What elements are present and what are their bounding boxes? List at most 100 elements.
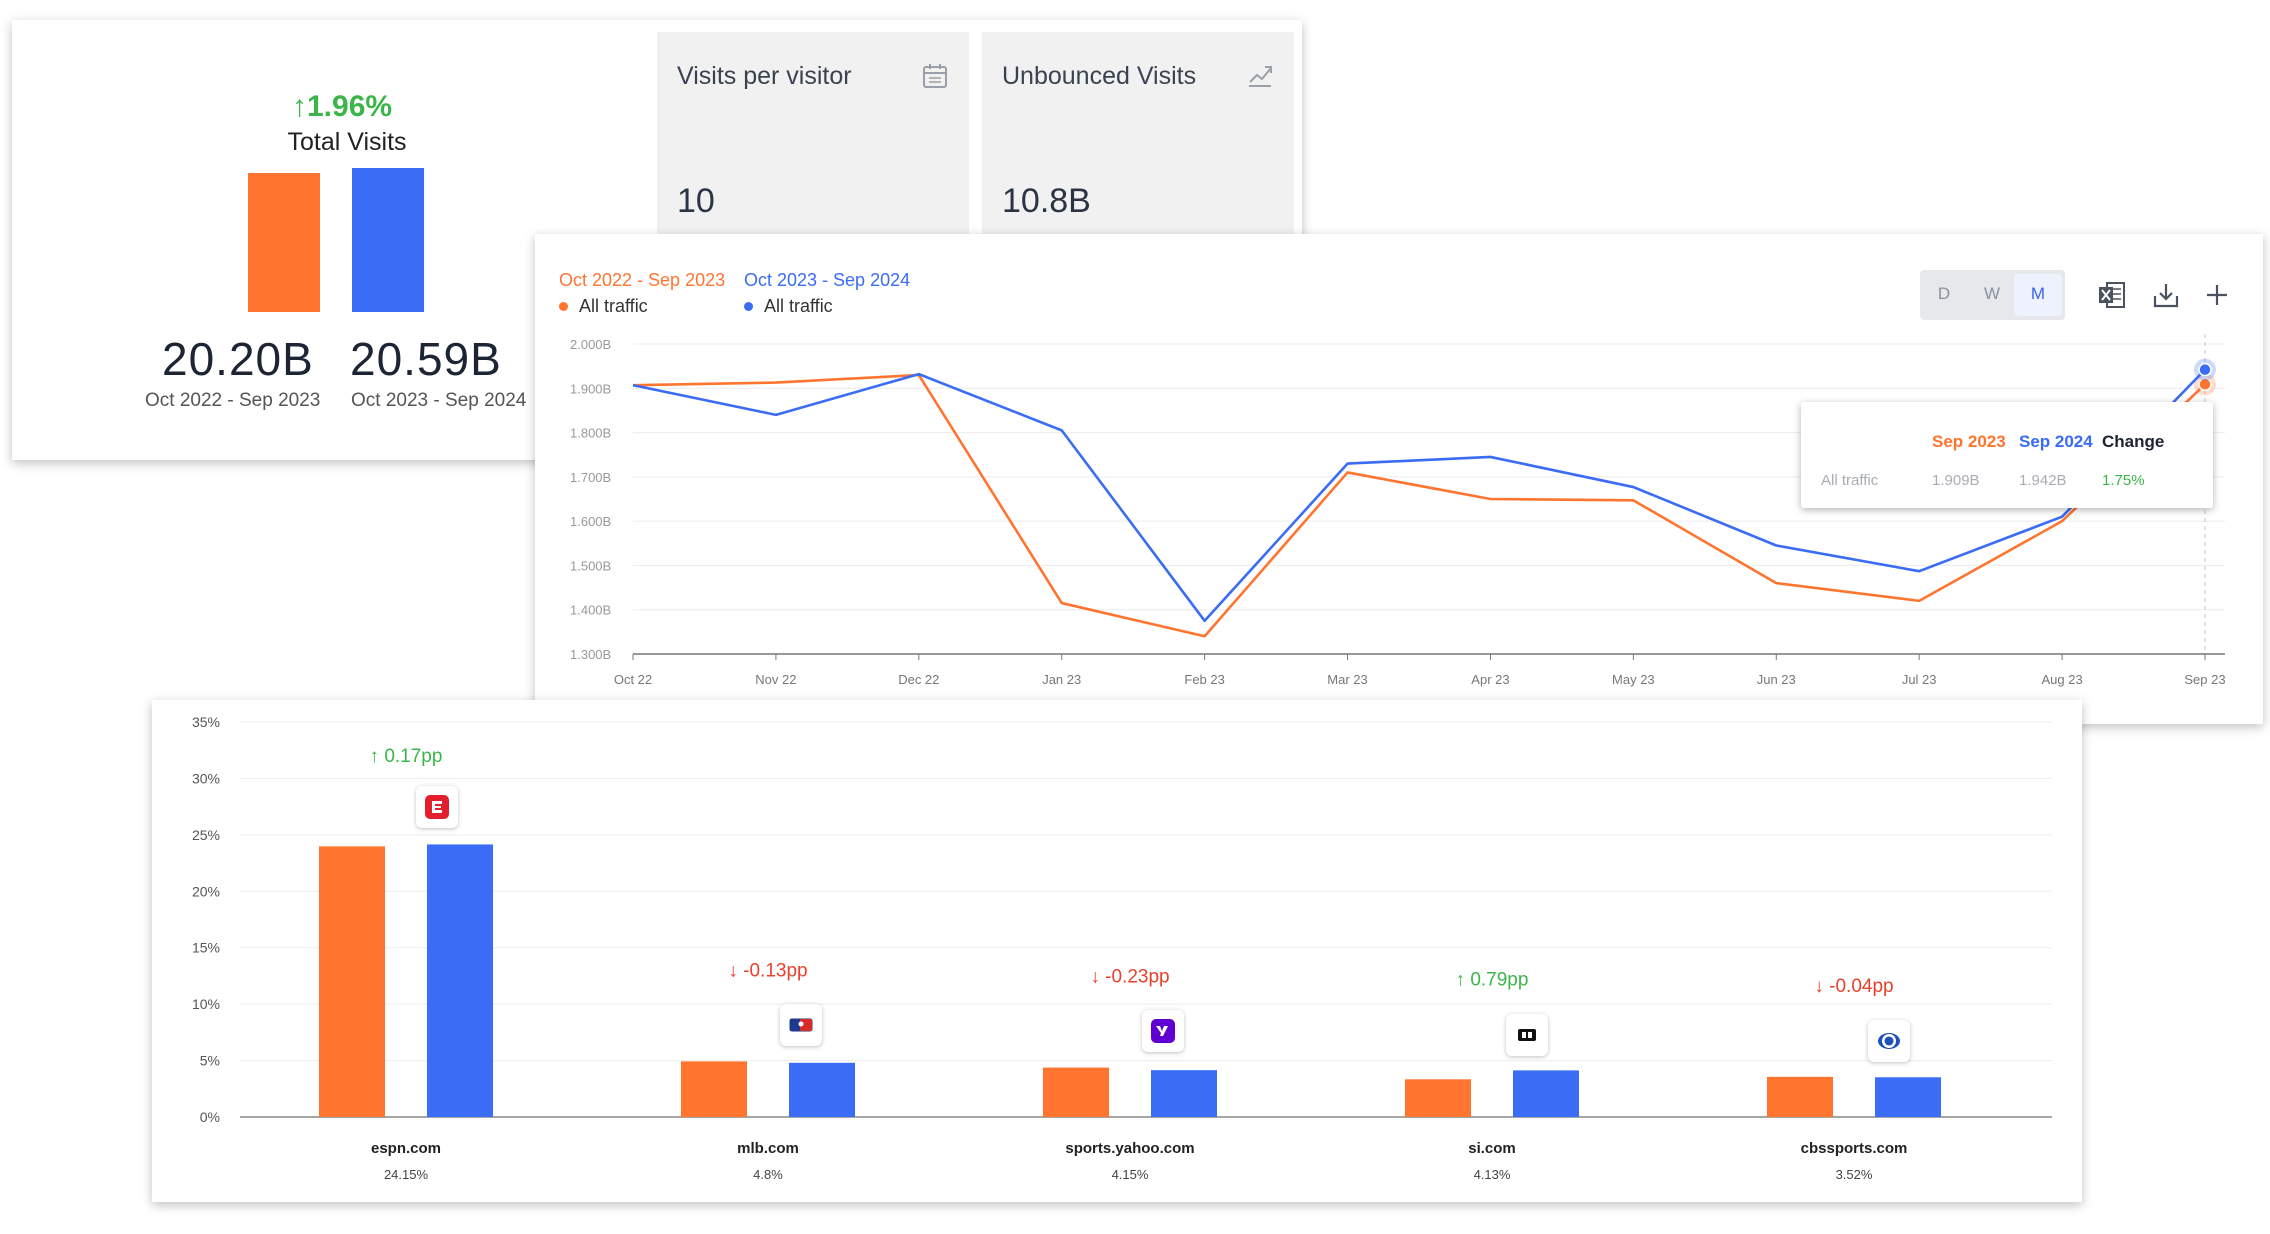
legend-period-a: Oct 2022 - Sep 2023 [559,270,726,290]
y-tick-label: 1.800B [570,426,611,441]
site-name-label: espn.com [371,1140,441,1157]
x-tick-label: Nov 22 [755,672,796,687]
y-tick-label: 5% [200,1053,220,1069]
yahoo-icon [1142,1010,1184,1052]
tooltip-header-a: Sep 2023 [1932,432,2006,451]
x-tick-label: Feb 23 [1184,672,1224,687]
share-bar[interactable] [1875,1077,1941,1117]
unbounced-visits-title: Unbounced Visits [1002,62,1197,90]
cbs-icon [1868,1020,1910,1062]
site-share-label: 4.13% [1474,1167,1511,1182]
total-visits-change: ↑1.96% [292,90,393,123]
legend-period-b: Oct 2023 - Sep 2024 [744,270,911,290]
y-tick-label: 35% [192,714,220,730]
y-tick-label: 10% [192,996,220,1012]
x-tick-label: Mar 23 [1327,672,1367,687]
share-bar[interactable] [319,846,385,1117]
visits-per-visitor-title: Visits per visitor [677,62,852,90]
site-name-label: sports.yahoo.com [1065,1140,1194,1157]
granularity-toggle: D W M [1920,270,2065,320]
total-visits-bar-b [352,168,424,312]
total-visits-value-b: 20.59B [350,333,502,385]
x-tick-label: May 23 [1612,672,1655,687]
site-change-label: ↓ -0.04pp [1814,976,1893,997]
trend-up-icon [1249,66,1272,87]
visits-per-visitor-value: 10 [677,182,715,220]
mlb-icon [780,1004,822,1046]
granularity-d-button[interactable]: D [1937,284,1951,303]
share-bar[interactable] [789,1062,855,1117]
total-visits-change-value: 1.96% [307,90,393,123]
share-bar[interactable] [427,844,493,1117]
download-icon[interactable] [2151,280,2181,310]
series-line-1 [632,368,2206,623]
total-visits-title: Total Visits [287,128,407,156]
site-share-label: 24.15% [384,1167,429,1182]
y-tick-label: 2.000B [570,337,611,352]
site-share-label: 3.52% [1836,1167,1873,1182]
line-chart-tooltip: Sep 2023 Sep 2024 Change All traffic 1.9… [1801,402,2213,508]
site-name-label: mlb.com [737,1140,799,1157]
y-tick-label: 1.500B [570,558,611,573]
hover-point[interactable] [2198,377,2212,392]
legend-dot-a [559,302,568,311]
x-tick-label: Sep 23 [2184,672,2225,687]
x-tick-label: Jul 23 [1902,672,1937,687]
excel-export-icon[interactable] [2097,280,2127,310]
y-tick-label: 20% [192,883,220,899]
traffic-line-chart-card: Oct 2022 - Sep 2023 Oct 2023 - Sep 2024 … [535,234,2263,724]
series-line-0 [632,373,2206,638]
hover-point[interactable] [2198,362,2212,377]
site-share-label: 4.15% [1112,1167,1149,1182]
calendar-icon [923,64,947,88]
tooltip-value-a: 1.909B [1932,472,1980,489]
y-tick-label: 25% [192,827,220,843]
tooltip-header-change: Change [2102,432,2165,451]
total-visits-value-a: 20.20B [162,333,314,385]
total-visits-period-a: Oct 2022 - Sep 2023 [145,390,321,411]
site-share-label: 4.8% [753,1167,783,1182]
legend-item-b-label: All traffic [764,296,833,316]
add-icon[interactable] [2202,280,2232,310]
share-bar-chart-plot: 0% 5% 10% 15% 20% 25% 30% 35% espn.com 24.15% ↑ 0.… [192,714,2052,1182]
y-tick-label: 1.300B [570,647,611,662]
granularity-m-button[interactable]: M [2014,274,2062,316]
share-bar[interactable] [1151,1070,1217,1117]
site-change-label: ↑ 0.17pp [370,746,443,767]
tooltip-value-b: 1.942B [2019,472,2067,489]
site-change-label: ↓ -0.13pp [728,960,807,981]
unbounced-visits-value: 10.8B [1002,182,1091,220]
si-icon [1506,1014,1548,1056]
x-tick-label: Dec 22 [898,672,939,687]
legend-item-b[interactable]: All traffic [740,296,833,317]
y-tick-label: 1.900B [570,381,611,396]
y-tick-label: 1.400B [570,603,611,618]
espn-icon [416,786,458,828]
y-tick-label: 1.700B [570,470,611,485]
share-bar[interactable] [681,1061,747,1117]
share-bar[interactable] [1513,1070,1579,1117]
granularity-w-button[interactable]: W [1983,284,2001,303]
y-tick-label: 1.600B [570,514,611,529]
total-visits-period-b: Oct 2023 - Sep 2024 [351,390,527,411]
site-change-label: ↓ -0.23pp [1090,967,1169,988]
x-tick-label: Oct 22 [614,672,652,687]
visits-per-visitor-box: Visits per visitor 10 [657,32,969,252]
legend-item-a[interactable]: All traffic [555,296,648,317]
tooltip-header-b: Sep 2024 [2019,432,2093,451]
tooltip-value-change: 1.75% [2102,472,2145,489]
share-bar[interactable] [1767,1076,1833,1117]
total-visits-bar-a [248,172,320,312]
competitor-share-card: 0% 5% 10% 15% 20% 25% 30% 35% espn.com 24.15% ↑ 0.… [152,700,2082,1202]
x-tick-label: Jan 23 [1042,672,1081,687]
x-tick-label: Apr 23 [1471,672,1509,687]
tooltip-row-label: All traffic [1821,472,1879,489]
x-tick-label: Aug 23 [2041,672,2082,687]
site-name-label: cbssports.com [1801,1140,1908,1157]
legend-dot-b [744,302,753,311]
share-bar[interactable] [1043,1067,1109,1117]
x-tick-label: Jun 23 [1757,672,1796,687]
y-tick-label: 15% [192,940,220,956]
share-bar[interactable] [1405,1079,1471,1117]
y-tick-label: 0% [200,1109,220,1125]
